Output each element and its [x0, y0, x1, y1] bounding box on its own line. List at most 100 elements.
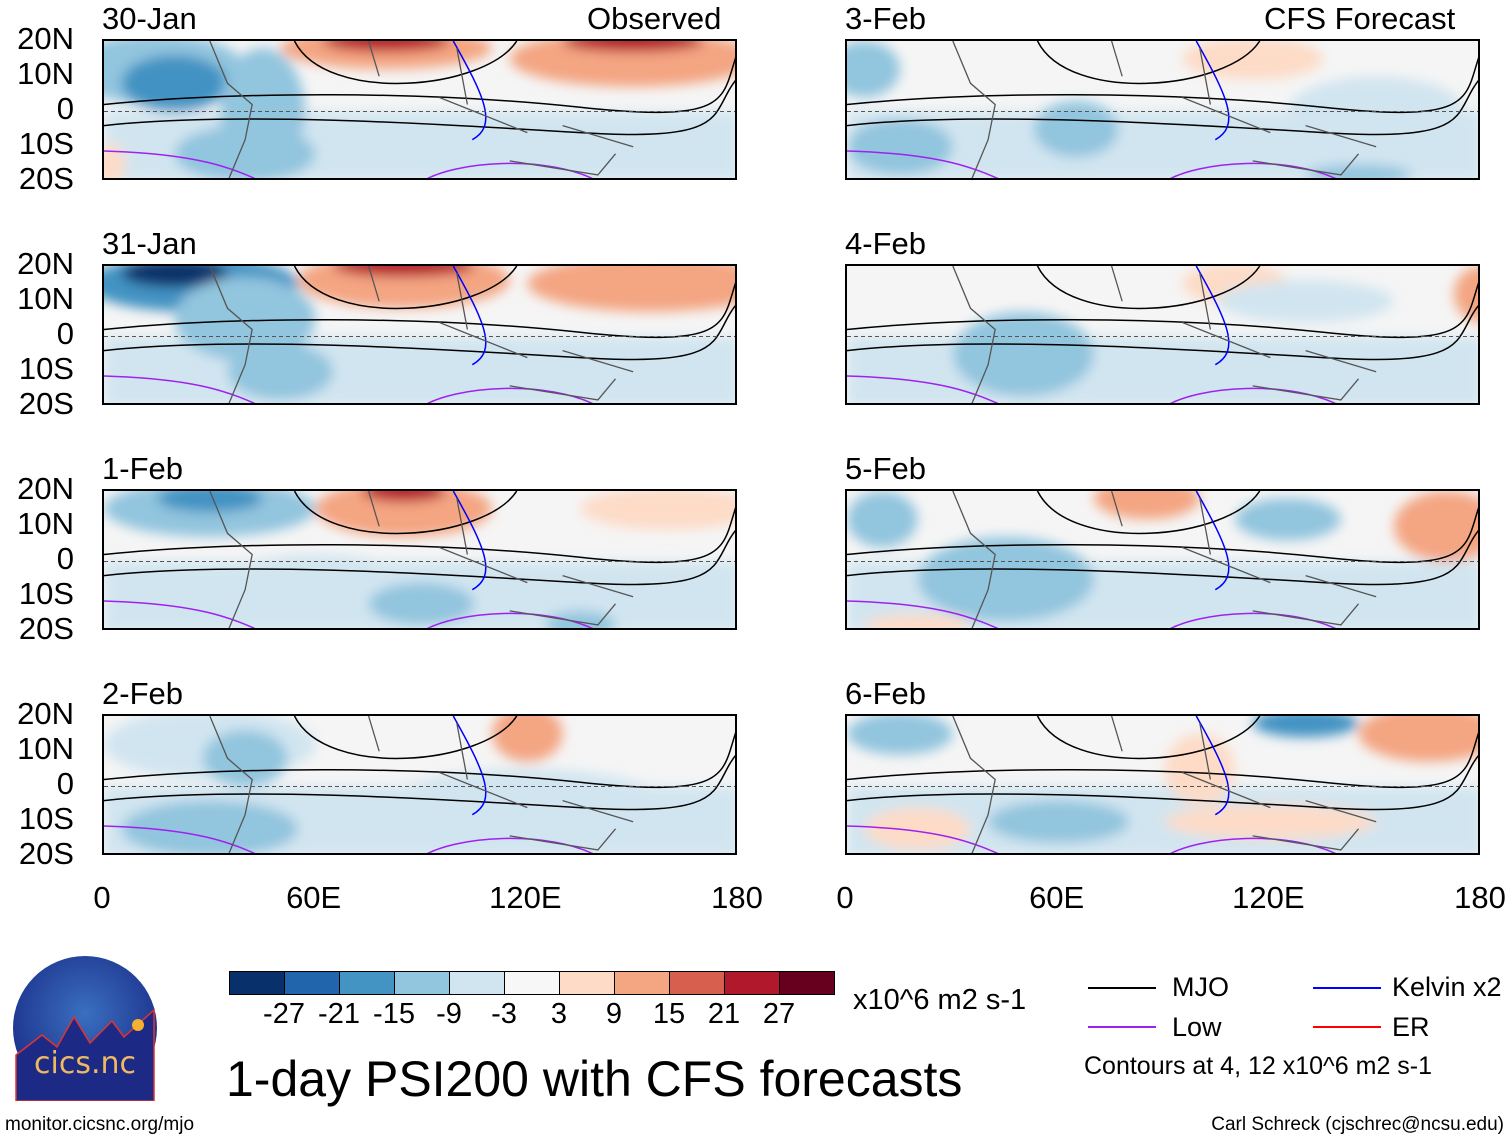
mjo-contour [293, 266, 518, 310]
anomaly-region [864, 807, 971, 850]
mjo-contour [104, 755, 735, 811]
lat-label: 0 [56, 766, 74, 801]
lon-label: 180 [1454, 880, 1506, 915]
legend-low-label: Low [1172, 1012, 1222, 1042]
colorbar-tick: -3 [491, 998, 517, 1030]
low-contour [104, 825, 256, 853]
low-contour [104, 600, 256, 628]
anomaly-region [847, 491, 918, 548]
mjo-contour [847, 530, 1478, 586]
lat-label: 20N [17, 696, 74, 731]
lat-label: 20S [18, 611, 74, 646]
map-panel [845, 489, 1480, 630]
coastline [209, 41, 634, 178]
coastline [952, 491, 1377, 628]
legend-mjo-line [1088, 987, 1156, 989]
anomaly-region [333, 266, 475, 277]
anomaly-region [368, 582, 475, 625]
kelvin-contour [1195, 716, 1230, 816]
anomaly-region [492, 716, 563, 762]
mjo-contour [293, 716, 518, 760]
mjo-contour [104, 305, 735, 361]
anomaly-region [361, 491, 447, 502]
low-contour [1170, 387, 1336, 403]
coastline [952, 716, 1377, 853]
anomaly-region [1287, 357, 1465, 400]
anomaly-region [952, 311, 1094, 397]
map-panel [102, 39, 737, 180]
low-contour [427, 612, 593, 628]
anomaly-region [1182, 41, 1324, 80]
anomaly-region [315, 491, 493, 537]
mjo-contour [104, 507, 735, 564]
anomaly-region [1217, 280, 1394, 323]
colorbar-swatch [725, 972, 780, 994]
mjo-contour [847, 80, 1478, 136]
lat-label: 0 [56, 91, 74, 126]
lat-label: 20N [17, 471, 74, 506]
anomaly-region [1235, 498, 1341, 541]
map-panel [845, 714, 1480, 855]
panel-date: 1-Feb [102, 451, 183, 486]
lon-label: 60E [1029, 880, 1085, 915]
lat-label: 10N [17, 731, 74, 766]
colorbar-swatch [615, 972, 670, 994]
coastline [952, 41, 1377, 178]
low-contour [847, 825, 999, 853]
lat-label: 20N [17, 21, 74, 56]
mjo-contour [847, 57, 1478, 114]
anomaly-region [245, 350, 669, 403]
lat-label: 10N [17, 281, 74, 316]
svg-text:cics.nc: cics.nc [34, 1046, 136, 1081]
mjo-contour [1036, 716, 1261, 760]
observed-header: Observed [587, 1, 722, 36]
mjo-contour [847, 755, 1478, 811]
anomaly-region [1252, 716, 1359, 738]
lat-label: 10N [17, 56, 74, 91]
mjo-contour [1036, 491, 1261, 535]
coastline [209, 266, 634, 403]
anomaly-region [121, 800, 299, 853]
panel-date: 4-Feb [845, 226, 926, 261]
map-panel [845, 39, 1480, 180]
anomaly-region [562, 41, 704, 52]
panel-date: 3-Feb [845, 1, 926, 36]
panel-date: 5-Feb [845, 451, 926, 486]
author-credit: Carl Schreck (cjschrec@ncsu.edu) [1211, 1114, 1504, 1135]
mjo-contour [293, 41, 518, 85]
anomaly-region [174, 276, 316, 362]
map-panel [102, 714, 737, 855]
anomaly-region [1393, 491, 1478, 562]
colorbar-tick: -15 [373, 998, 415, 1030]
colorbar-tick: 27 [762, 998, 796, 1030]
anomaly-region [1453, 266, 1478, 323]
lon-label: 120E [489, 880, 562, 915]
map-panel [845, 264, 1480, 405]
colorbar-swatch [780, 972, 834, 994]
mjo-contour [104, 282, 735, 339]
coastline [209, 491, 634, 628]
mjo-contour [1036, 41, 1261, 85]
low-contour [847, 150, 999, 178]
anomaly-region [847, 118, 953, 175]
kelvin-contour [452, 266, 487, 366]
website-url: monitor.cicsnc.org/mjo [5, 1114, 195, 1135]
figure-title: 1-day PSI200 with CFS forecasts [226, 1051, 963, 1107]
low-contour [104, 375, 256, 403]
anomaly-region [509, 41, 735, 87]
lat-label: 20S [18, 386, 74, 421]
low-contour [427, 387, 593, 403]
lat-label: 20S [18, 161, 74, 196]
lon-label: 60E [286, 880, 342, 915]
mjo-contour [847, 305, 1478, 361]
anomaly-region [917, 536, 1094, 622]
mjo-contour [104, 530, 735, 586]
colorbar-swatch [505, 972, 560, 994]
panel-date: 31-Jan [102, 226, 197, 261]
anomaly-region [580, 491, 735, 530]
anomaly-region [174, 125, 316, 178]
colorbar-tick: 21 [707, 998, 741, 1030]
kelvin-contour [452, 716, 487, 816]
anomaly-region [121, 55, 228, 112]
anomaly-region [847, 716, 953, 755]
